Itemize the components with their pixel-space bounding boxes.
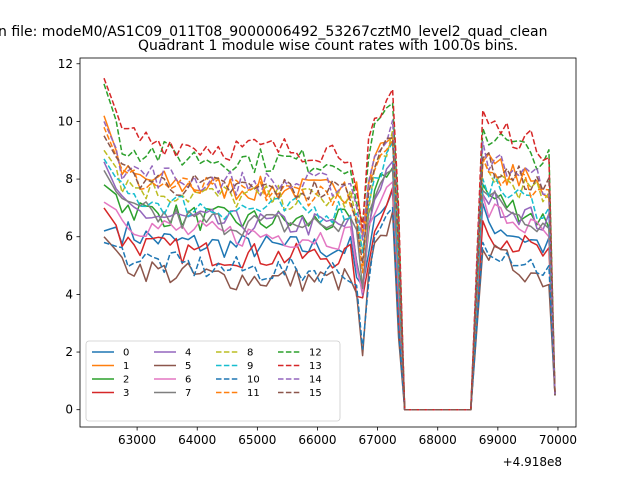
series-lines — [103, 77, 556, 411]
series-line-3 — [103, 187, 556, 411]
y-tick-label: 8 — [65, 172, 73, 186]
legend-label-4: 4 — [185, 348, 191, 359]
x-tick-label: 63000 — [118, 433, 156, 447]
axes: 63000 64000 65000 66000 67000 68000 69000 70000… — [58, 57, 577, 447]
legend-label-2: 2 — [123, 375, 129, 386]
legend-label-3: 3 — [123, 388, 129, 399]
legend-label-14: 14 — [309, 375, 322, 386]
series-line-11 — [103, 126, 556, 411]
x-tick-label: 70000 — [539, 433, 577, 447]
legend-label-7: 7 — [185, 388, 191, 399]
y-tick-label: 10 — [58, 114, 73, 128]
legend-label-1: 1 — [123, 361, 129, 372]
y-tick-label: 6 — [65, 230, 73, 244]
series-line-10 — [103, 206, 556, 411]
legend-label-11: 11 — [247, 388, 260, 399]
y-tick-label: 4 — [65, 287, 73, 301]
legend-label-15: 15 — [309, 388, 322, 399]
x-tick-label: 69000 — [479, 433, 517, 447]
legend-label-5: 5 — [185, 361, 191, 372]
series-line-13 — [103, 77, 556, 411]
series-line-8 — [103, 129, 556, 411]
x-offset-label: +4.918e8 — [503, 455, 562, 469]
x-tick-label: 66000 — [298, 433, 336, 447]
legend-label-9: 9 — [247, 361, 253, 372]
y-tick-label: 12 — [58, 57, 73, 71]
legend-label-8: 8 — [247, 348, 253, 359]
chart-title: Quadrant 1 module wise count rates with … — [138, 38, 518, 54]
plot-area — [103, 77, 556, 411]
y-tick-label: 2 — [65, 345, 73, 359]
axes-frame — [79, 57, 577, 428]
legend-label-0: 0 — [123, 348, 129, 359]
y-tick-label: 0 — [65, 403, 73, 417]
legend-label-12: 12 — [309, 348, 322, 359]
x-tick-label: 67000 — [359, 433, 397, 447]
figure-supertitle: n file: modeM0/AS1C09_011T08_9000006492_… — [0, 24, 547, 40]
legend-box — [85, 340, 341, 422]
legend-label-10: 10 — [247, 375, 260, 386]
legend-label-6: 6 — [185, 375, 191, 386]
x-tick-label: 68000 — [419, 433, 457, 447]
legend-label-13: 13 — [309, 361, 322, 372]
x-tick-label: 64000 — [178, 433, 216, 447]
x-tick-label: 65000 — [238, 433, 276, 447]
series-line-15 — [103, 135, 556, 411]
